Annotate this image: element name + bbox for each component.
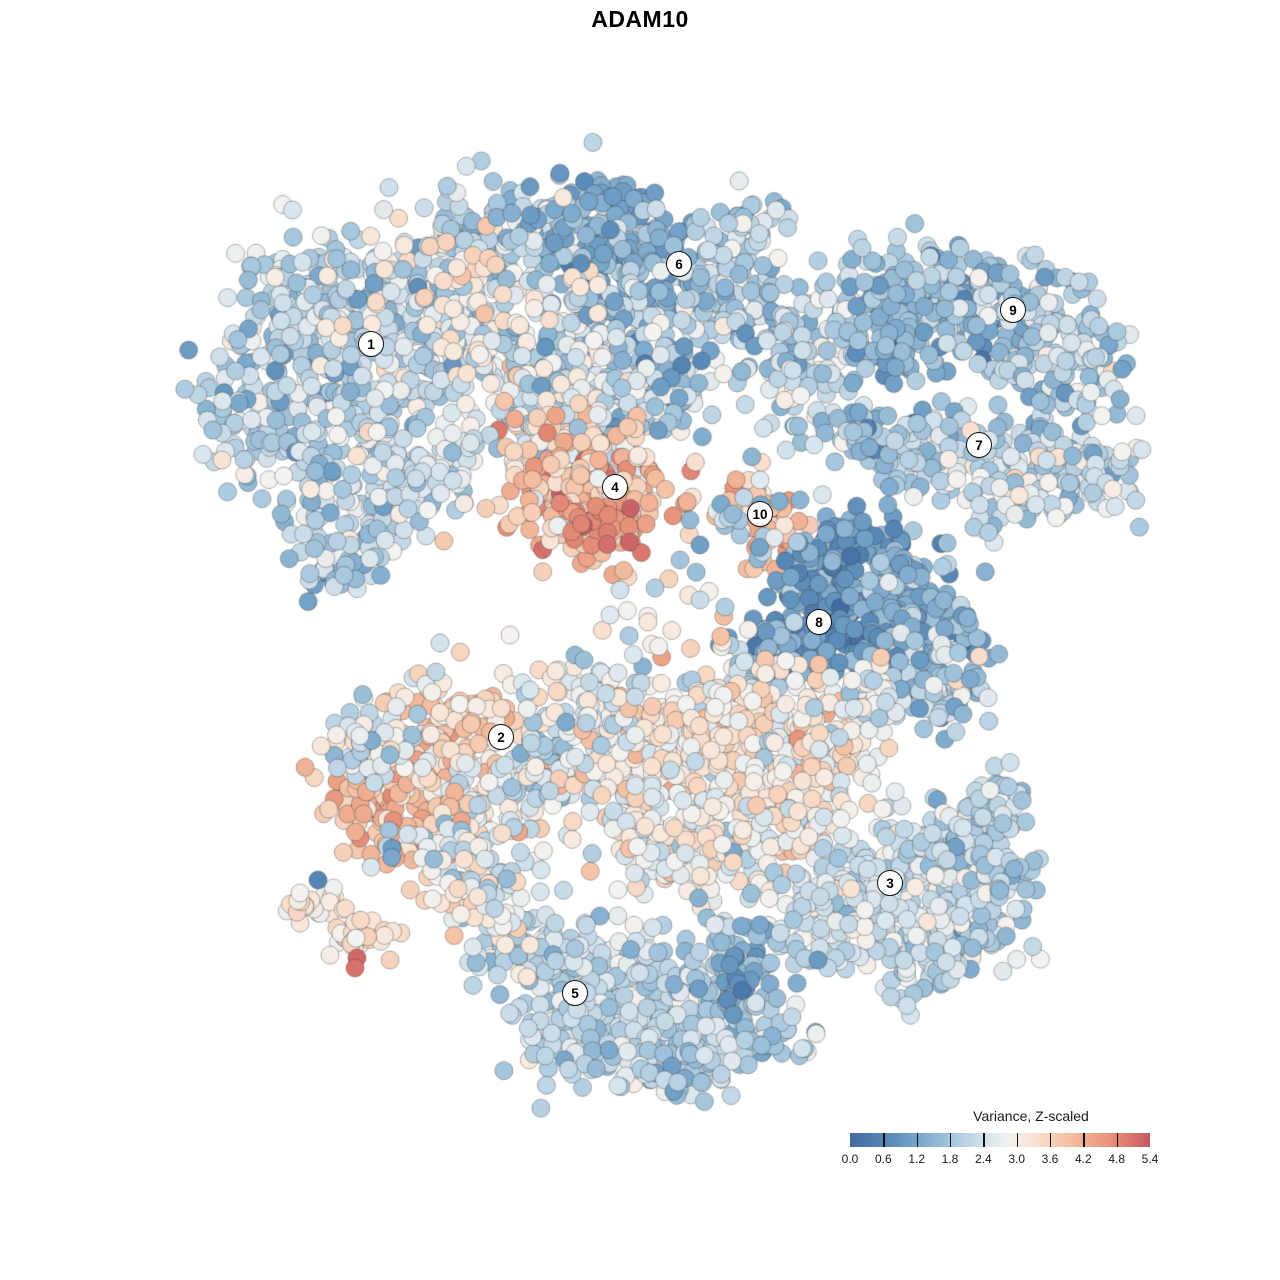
legend-tick-label: 2.4 bbox=[974, 1152, 992, 1166]
cluster-label-1: 1 bbox=[358, 331, 384, 357]
cluster-label-4: 4 bbox=[602, 474, 628, 500]
legend-tick-line bbox=[883, 1133, 885, 1147]
legend-tick-label: 0.6 bbox=[874, 1152, 892, 1166]
cluster-label-6: 6 bbox=[666, 251, 692, 277]
legend-tick-label: 3.0 bbox=[1008, 1152, 1025, 1166]
cluster-label-8: 8 bbox=[806, 609, 832, 635]
cluster-label-2: 2 bbox=[488, 724, 514, 750]
color-legend: Variance, Z-scaled 0.0 0.6 1.2 1.8 2.4 3.0 3.6… bbox=[842, 1108, 1159, 1172]
legend-tick-label: 4.8 bbox=[1108, 1152, 1125, 1166]
legend-tick-line bbox=[916, 1133, 919, 1147]
legend-tick-label: 4.2 bbox=[1074, 1152, 1092, 1166]
legend-tick-label: 3.6 bbox=[1041, 1152, 1059, 1166]
legend-tick-line bbox=[1116, 1133, 1119, 1147]
cluster-label-7: 7 bbox=[966, 432, 992, 458]
legend-title: Variance, Z-scaled bbox=[973, 1108, 1089, 1124]
legend-tick-label: 1.8 bbox=[941, 1152, 959, 1166]
legend-tick-line bbox=[983, 1133, 985, 1147]
legend-tick-label: 0.0 bbox=[841, 1152, 859, 1166]
legend-tick-line bbox=[950, 1133, 952, 1147]
legend-tick-line bbox=[1016, 1133, 1019, 1147]
legend-tick-line bbox=[1083, 1133, 1085, 1147]
cluster-label-9: 9 bbox=[1000, 297, 1026, 323]
legend-tick-line bbox=[1050, 1133, 1052, 1147]
cluster-label-5: 5 bbox=[562, 980, 588, 1006]
legend-colorbar bbox=[850, 1133, 1150, 1147]
page-title: ADAM10 bbox=[591, 6, 689, 32]
cluster-label-10: 10 bbox=[747, 501, 773, 527]
cluster-label-3: 3 bbox=[877, 870, 903, 896]
legend-tick-label: 5.4 bbox=[1141, 1152, 1159, 1166]
legend-tick-label: 1.2 bbox=[908, 1152, 925, 1166]
